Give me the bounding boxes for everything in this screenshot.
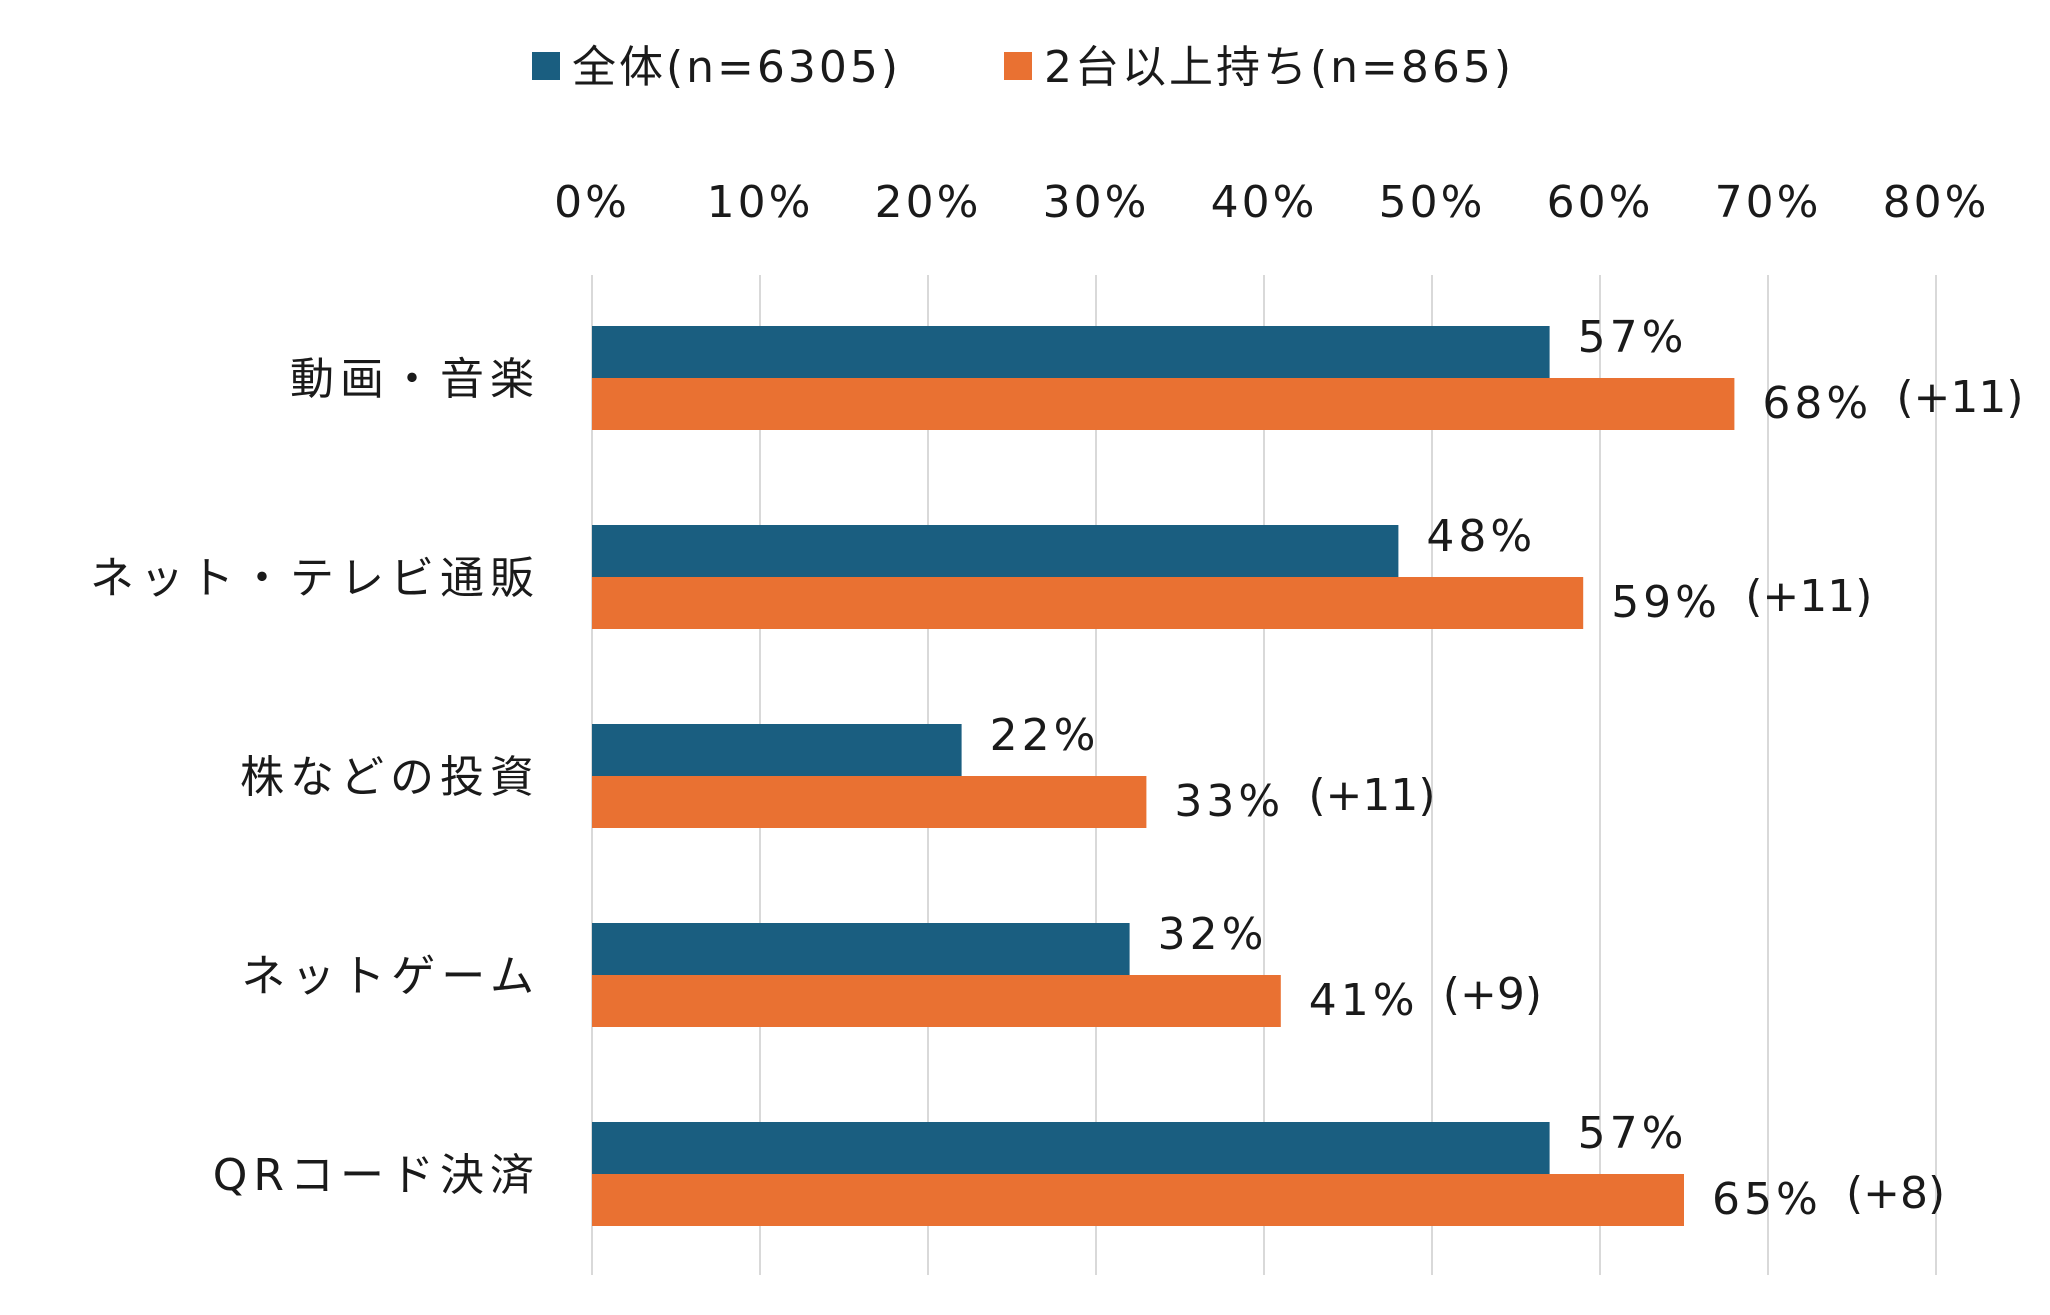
category-label: 株などの投資 xyxy=(240,752,540,803)
category-label: 動画・音楽 xyxy=(290,354,540,405)
category-label: ネット・テレビ通販 xyxy=(90,553,540,604)
data-label: 22% xyxy=(990,710,1100,761)
data-label: 48% xyxy=(1426,511,1536,562)
bar-multi-3 xyxy=(592,975,1281,1027)
bar-all-0 xyxy=(592,326,1550,378)
x-tick-label: 70% xyxy=(1715,177,1822,228)
data-label: 68% xyxy=(1762,378,1872,429)
category-label: ネットゲーム xyxy=(241,951,540,1002)
data-label: 33% xyxy=(1174,776,1284,827)
legend-label: 全体(n=6305) xyxy=(572,42,901,93)
x-tick-label: 30% xyxy=(1043,177,1150,228)
category-label: QRコード決済 xyxy=(213,1150,540,1201)
legend-swatch xyxy=(532,52,560,80)
diff-label: (+11) xyxy=(1896,372,2023,423)
x-tick-label: 20% xyxy=(875,177,982,228)
bar-multi-4 xyxy=(592,1174,1684,1226)
x-tick-label: 80% xyxy=(1883,177,1990,228)
x-tick-label: 0% xyxy=(554,177,630,228)
bars xyxy=(592,326,1735,1226)
data-label: 65% xyxy=(1712,1174,1822,1225)
x-tick-label: 40% xyxy=(1211,177,1318,228)
data-label: 41% xyxy=(1309,975,1419,1026)
data-label: 57% xyxy=(1578,312,1688,363)
legend-label: 2台以上持ち(n=865) xyxy=(1044,42,1514,93)
x-tick-label: 60% xyxy=(1547,177,1654,228)
x-tick-label: 10% xyxy=(707,177,814,228)
legend: 全体(n=6305) 2台以上持ち(n=865) xyxy=(532,42,1514,93)
data-label: 57% xyxy=(1578,1108,1688,1159)
bar-multi-0 xyxy=(592,378,1735,430)
diff-label: (+8) xyxy=(1846,1168,1945,1219)
data-label: 59% xyxy=(1611,577,1721,628)
bar-multi-2 xyxy=(592,776,1147,828)
diff-label: (+11) xyxy=(1745,571,1872,622)
bar-all-2 xyxy=(592,724,962,776)
x-tick-label: 50% xyxy=(1379,177,1486,228)
bar-all-1 xyxy=(592,525,1399,577)
bar-all-4 xyxy=(592,1122,1550,1174)
gridlines xyxy=(591,275,1937,1275)
bar-multi-1 xyxy=(592,577,1584,629)
data-label: 32% xyxy=(1158,909,1268,960)
diff-label: (+9) xyxy=(1443,969,1542,1020)
labels: 57% 68% (+11) 動画・音楽 48% 59% (+11) ネット・テレビ通販 22% 3… xyxy=(90,312,2024,1225)
legend-swatch xyxy=(1004,52,1032,80)
bar-all-3 xyxy=(592,923,1130,975)
x-axis-ticks: 0% 10% 20% 30% 40% 50% 60% 70% 80% xyxy=(554,177,1990,228)
diff-label: (+11) xyxy=(1308,770,1435,821)
